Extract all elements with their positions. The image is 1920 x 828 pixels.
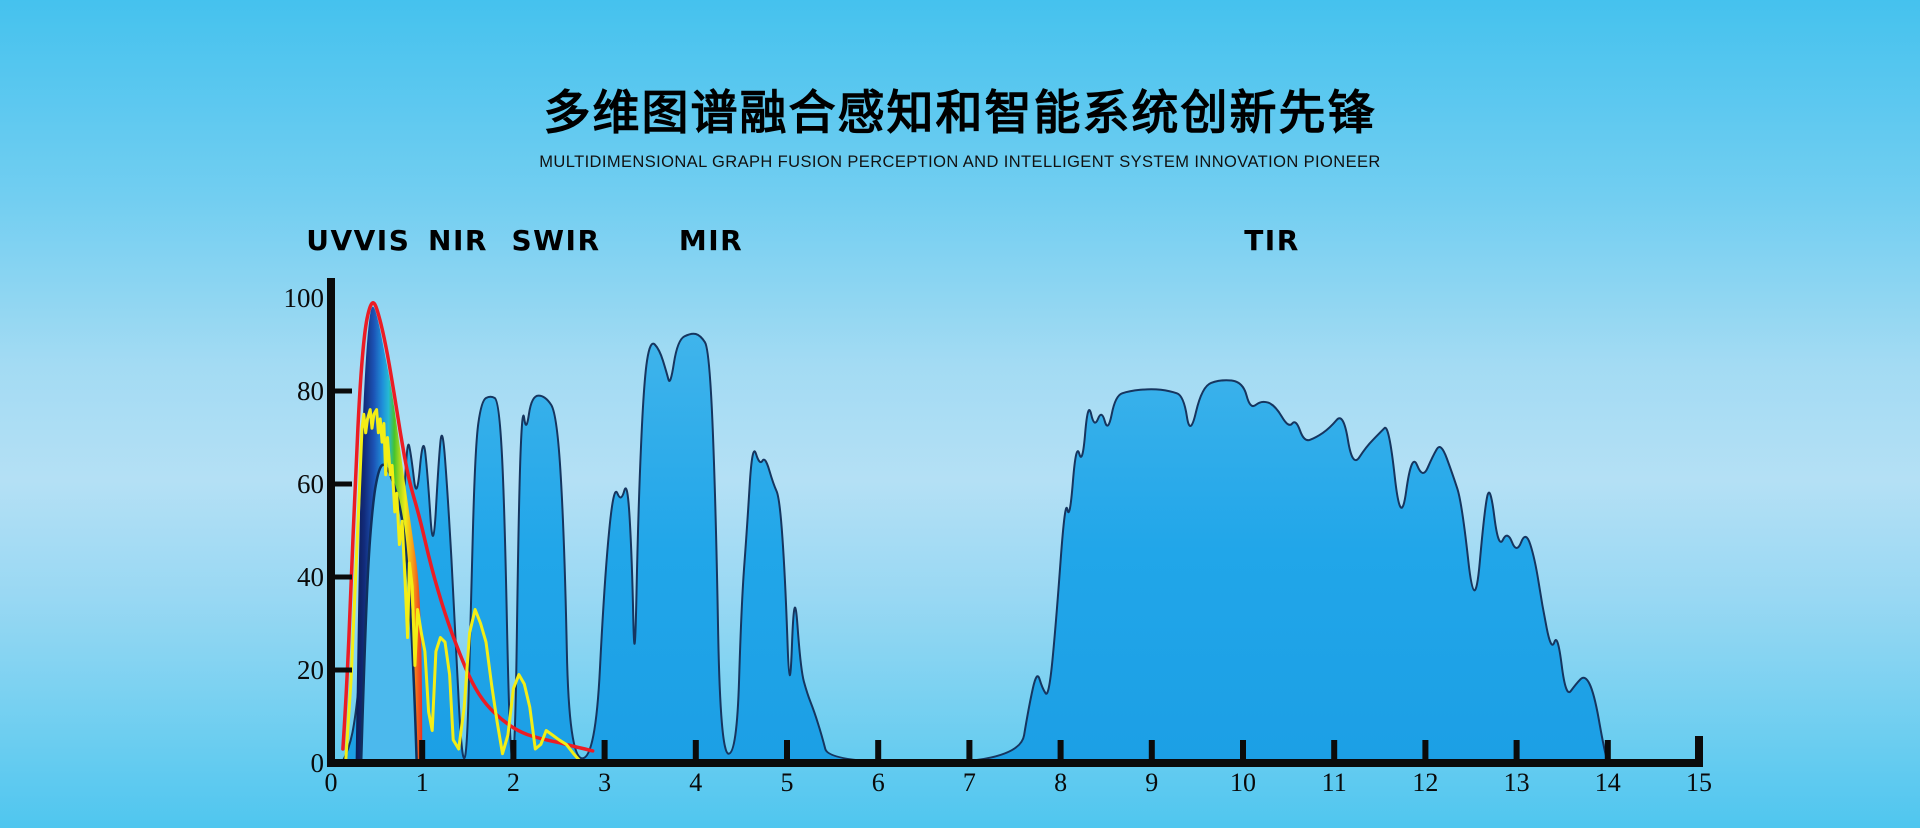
x-tick-label: 11	[1322, 768, 1347, 797]
x-tick	[419, 740, 426, 761]
band-label-tir: TIR	[1244, 224, 1300, 257]
y-tick	[331, 667, 352, 673]
y-tick-label: 100	[284, 283, 325, 313]
x-tick	[784, 740, 790, 761]
x-tick-label: 6	[872, 768, 885, 797]
y-tick-label: 40	[297, 562, 324, 592]
x-tick	[1513, 740, 1520, 761]
x-tick	[1148, 740, 1155, 761]
x-tick	[1604, 740, 1611, 761]
band-label-swir: SWIR	[511, 224, 601, 257]
x-tick	[1331, 740, 1338, 761]
y-tick-label: 60	[297, 469, 324, 499]
x-tick	[1057, 740, 1064, 761]
x-tick	[692, 740, 699, 761]
page-title: 多维图谱融合感知和智能系统创新先锋	[543, 86, 1377, 141]
x-axis-line	[327, 759, 1703, 767]
x-tick-label: 4	[689, 768, 702, 797]
x-tick-label: 5	[781, 768, 794, 797]
y-tick-label: 0	[311, 748, 325, 778]
x-tick-label: 8	[1054, 768, 1067, 797]
x-tick-label: 1	[416, 768, 429, 797]
x-tick-label: 7	[963, 768, 976, 797]
x-tick	[510, 740, 517, 761]
y-tick-label: 20	[297, 655, 324, 685]
y-tick	[331, 481, 352, 487]
x-tick-label: 13	[1504, 768, 1530, 797]
y-tick	[331, 388, 352, 394]
x-tick-label: 0	[325, 768, 338, 797]
x-tick-label: 15	[1686, 768, 1712, 797]
x-tick-label: 2	[507, 768, 520, 797]
x-tick	[1240, 740, 1246, 761]
y-axis-line	[327, 278, 335, 767]
series-atmospheric-transmission-windows	[340, 332, 1609, 764]
x-tick-label: 9	[1145, 768, 1158, 797]
y-tick-label: 80	[297, 376, 324, 406]
x-tick	[601, 740, 608, 761]
band-label-nir: NIR	[428, 224, 488, 257]
x-tick-label: 3	[598, 768, 611, 797]
page-subtitle: MULTIDIMENSIONAL GRAPH FUSION PERCEPTION…	[539, 153, 1381, 171]
band-label-vis: VIS	[353, 224, 411, 257]
x-tick-label: 10	[1230, 768, 1256, 797]
x-tick-label: 12	[1412, 768, 1438, 797]
series-ground-solar-irradiance	[344, 408, 584, 765]
x-tick	[875, 740, 882, 761]
y-tick	[331, 574, 352, 580]
x-tick	[1422, 740, 1429, 761]
band-label-uv: UV	[306, 224, 354, 257]
x-axis-end-cap	[1695, 736, 1703, 763]
x-tick	[966, 740, 973, 761]
band-label-mir: MIR	[678, 224, 744, 257]
x-tick-label: 14	[1595, 768, 1621, 797]
series-solar-blackbody-envelope	[341, 301, 595, 753]
